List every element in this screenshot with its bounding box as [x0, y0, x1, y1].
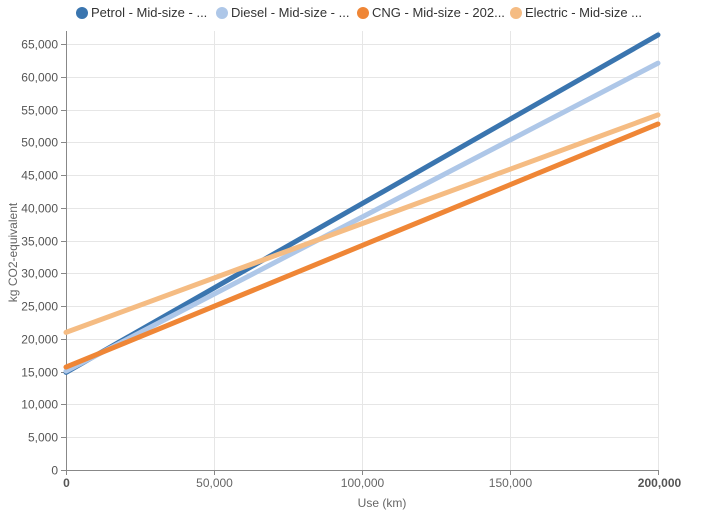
y-tick-label: 30,000 [21, 267, 58, 281]
y-tick-label: 55,000 [21, 104, 58, 118]
x-axis-title: Use (km) [358, 496, 407, 510]
legend-label-petrol: Petrol - Mid-size - ... [91, 5, 208, 20]
grid [66, 31, 659, 470]
x-tick-label: 50,000 [196, 476, 233, 490]
y-tick-label: 15,000 [21, 366, 58, 380]
x-tick-label: 100,000 [341, 476, 385, 490]
y-tick-label: 20,000 [21, 333, 58, 347]
legend-swatch-petrol [76, 6, 88, 19]
series-line-cng [63, 121, 661, 370]
legend-label-electric: Electric - Mid-size ... [525, 5, 643, 20]
y-tick-label: 10,000 [21, 398, 58, 412]
legend: Petrol - Mid-size - ... Diesel - Mid-siz… [76, 5, 642, 20]
legend-swatch-cng [357, 6, 369, 19]
series-line-electric [63, 112, 661, 335]
legend-item-petrol[interactable]: Petrol - Mid-size - ... [76, 5, 216, 20]
y-tick-label: 35,000 [21, 235, 58, 249]
legend-swatch-diesel [216, 6, 228, 19]
series-line-petrol [63, 32, 661, 375]
y-tick-label: 65,000 [21, 38, 58, 52]
legend-label-cng: CNG - Mid-size - 202... [372, 5, 505, 20]
series-lines [63, 32, 661, 375]
legend-item-electric[interactable]: Electric - Mid-size ... [510, 5, 642, 20]
x-tick-label: 150,000 [489, 476, 533, 490]
y-tick-label: 0 [51, 464, 58, 478]
y-tick-label: 45,000 [21, 169, 58, 183]
y-tick-label: 50,000 [21, 136, 58, 150]
y-axis-title: kg CO2-equivalent [6, 202, 20, 302]
y-tick-label: 60,000 [21, 71, 58, 85]
legend-item-cng[interactable]: CNG - Mid-size - 202... [357, 5, 510, 20]
legend-item-diesel[interactable]: Diesel - Mid-size - ... [216, 5, 357, 20]
legend-label-diesel: Diesel - Mid-size - ... [231, 5, 350, 20]
x-tick-label: 200,000 [638, 476, 682, 490]
axes [61, 31, 659, 475]
y-tick-label: 40,000 [21, 202, 58, 216]
x-tick-label: 0 [63, 476, 70, 490]
series-line-diesel [63, 60, 661, 374]
y-tick-label: 25,000 [21, 300, 58, 314]
legend-swatch-electric [510, 6, 522, 19]
y-tick-label: 5,000 [28, 431, 58, 445]
axis-labels: 0 5,000 10,000 15,000 20,000 25,000 30,000 35,0… [6, 38, 682, 511]
